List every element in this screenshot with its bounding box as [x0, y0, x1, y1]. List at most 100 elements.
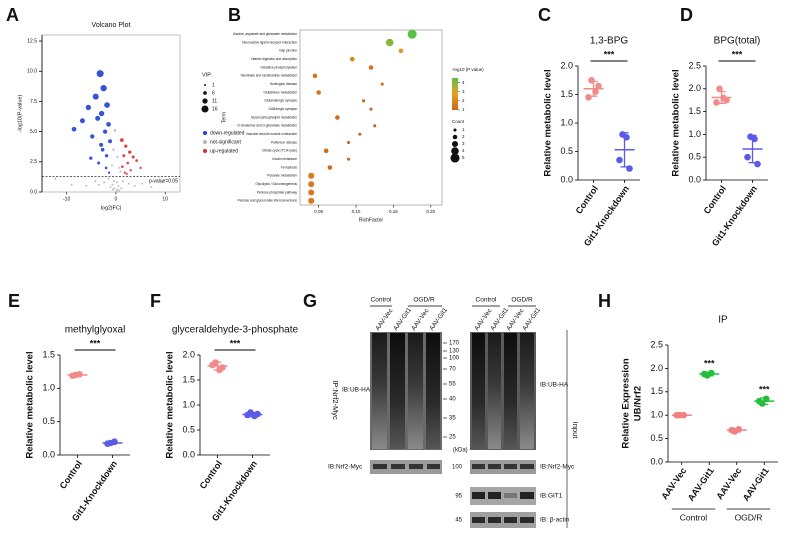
legend-size	[202, 98, 208, 104]
category-label: Parkinson disease	[271, 140, 297, 144]
point	[104, 154, 109, 158]
marker-unit: (kDa)	[453, 448, 468, 454]
category-label: Nicotinate and nicotinamide metabolism	[241, 74, 298, 78]
point	[94, 180, 97, 183]
x-axis-label: RichFactor	[359, 217, 384, 223]
y-tick-label: 10.0	[27, 69, 37, 75]
category-label: Gap junction	[279, 49, 297, 53]
y-tick-label: 0.5	[688, 152, 701, 162]
point	[713, 99, 720, 106]
marker: 55	[449, 382, 456, 388]
color-tick-label: 4	[462, 80, 465, 85]
legend-size	[451, 147, 459, 155]
y-tick-label: 1.0	[560, 117, 573, 127]
legend-label: 2	[462, 134, 465, 139]
category-label: GABAergic synapse	[268, 107, 297, 111]
point	[161, 181, 164, 184]
legend-label: 1	[212, 82, 215, 88]
point	[744, 153, 751, 161]
point	[358, 132, 362, 136]
category-label: Glutathione metabolism	[264, 90, 298, 94]
point	[150, 186, 153, 189]
plot-frame	[41, 34, 181, 193]
y-axis-label: Relative Expression	[621, 358, 632, 448]
point	[113, 129, 117, 132]
y-axis-label: -log10(P-value)	[17, 95, 23, 133]
point	[125, 172, 128, 175]
point	[71, 126, 77, 132]
point	[100, 84, 107, 92]
chart-title: Volcano Plot	[92, 22, 131, 29]
point	[108, 139, 113, 144]
y-tick-label: 2.0	[182, 349, 195, 359]
point	[70, 183, 73, 186]
point	[126, 161, 130, 165]
category-label: Glutamatergic synapse	[264, 99, 297, 103]
blot-label: IB:Nrf2-Myc	[328, 464, 363, 471]
point	[102, 129, 108, 134]
threshold-label: p-value=0.05	[149, 179, 178, 185]
legend-label: up-regulated	[210, 148, 238, 154]
point	[117, 184, 120, 187]
marker: 40	[449, 397, 456, 403]
point	[139, 166, 142, 169]
legend-label: 11	[212, 98, 217, 104]
blot-label: IB: β-actin	[540, 517, 570, 524]
point	[104, 166, 108, 170]
category-label: Vitamin digestion and absorption	[251, 57, 297, 61]
blot-lane	[408, 333, 423, 449]
x-tick-label: Control	[702, 184, 729, 216]
point	[97, 161, 101, 165]
x-tick-label: Control	[58, 459, 85, 491]
chart-title: 1,3-BPG	[590, 36, 629, 47]
y-tick-label: 1.0	[688, 129, 701, 139]
color-tick-label: 3	[462, 89, 465, 94]
point	[54, 177, 57, 180]
x-tick-label: AAV-Vec	[659, 466, 688, 502]
y-tick-label: 0.0	[650, 456, 663, 466]
legend-size	[203, 91, 207, 95]
point	[385, 38, 394, 47]
point	[716, 85, 723, 93]
y-tick-label: 1.5	[650, 386, 663, 396]
marker: 100	[452, 465, 463, 471]
point	[316, 90, 321, 95]
category-label: Pyruvate metabolism	[267, 174, 297, 178]
point	[112, 148, 115, 151]
y-axis-label: Relative metabolic level	[543, 69, 554, 176]
color-bar	[452, 78, 458, 110]
point	[361, 99, 366, 103]
legend-label: 5	[462, 155, 465, 160]
point	[308, 172, 315, 179]
y-tick-label: 1.5	[688, 106, 701, 116]
point	[380, 82, 384, 86]
legend-label: 3	[462, 141, 465, 146]
legend-size	[452, 134, 458, 140]
x-tick-label: 0.10	[352, 209, 361, 214]
point	[115, 189, 118, 192]
point	[123, 171, 126, 174]
point	[98, 110, 105, 117]
blot-lane	[390, 333, 405, 449]
category-label: Neuroactive ligand-receptor interaction	[242, 40, 297, 44]
point	[585, 94, 592, 101]
marker: 70	[449, 367, 456, 373]
y-tick-label: 0.5	[182, 424, 195, 434]
category-label: Ferroptosis	[281, 165, 297, 169]
point	[308, 197, 315, 204]
blot-label: IB:GIT1	[540, 493, 563, 500]
point	[124, 144, 128, 148]
y-axis-label: Relative metabolic level	[25, 351, 36, 458]
panel-letter: B	[228, 5, 241, 25]
significance: ***	[732, 49, 743, 59]
significance: ***	[704, 359, 715, 369]
y-tick-label: 2.0	[650, 363, 663, 373]
legend-size	[451, 140, 459, 148]
panel-letter: G	[303, 291, 317, 311]
panel-letter: E	[8, 291, 20, 311]
x-tick-label: Control	[198, 459, 225, 491]
y-tick-label: 1.5	[560, 89, 573, 99]
blot-label: IB:UB-HA	[540, 382, 569, 389]
panel-letter: F	[150, 291, 161, 311]
